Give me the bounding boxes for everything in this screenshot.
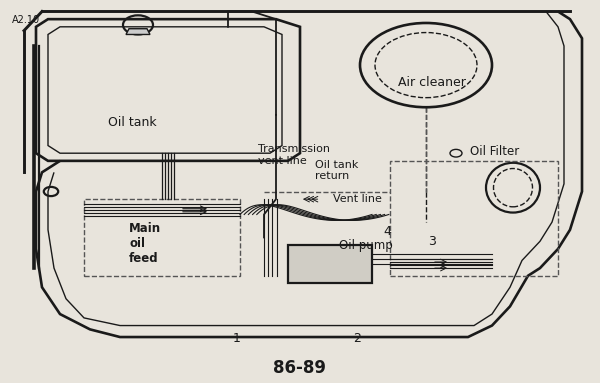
Text: 3: 3 (428, 235, 436, 248)
Polygon shape (126, 29, 150, 34)
Text: 2: 2 (353, 332, 361, 345)
Text: Transmission
vent line: Transmission vent line (258, 144, 330, 166)
Text: Oil tank
return: Oil tank return (315, 160, 358, 181)
Text: A2.10: A2.10 (12, 15, 40, 25)
Text: Oil pump: Oil pump (339, 239, 393, 252)
Text: Oil Filter: Oil Filter (470, 145, 520, 158)
Text: 1: 1 (233, 332, 241, 345)
Text: Main
oil
feed: Main oil feed (129, 222, 161, 265)
Text: Air cleaner: Air cleaner (398, 76, 466, 89)
Text: 86-89: 86-89 (274, 359, 326, 376)
Text: 4: 4 (383, 225, 391, 238)
Text: Oil tank: Oil tank (108, 116, 157, 129)
Polygon shape (288, 245, 372, 283)
Text: Vent line: Vent line (333, 194, 382, 204)
